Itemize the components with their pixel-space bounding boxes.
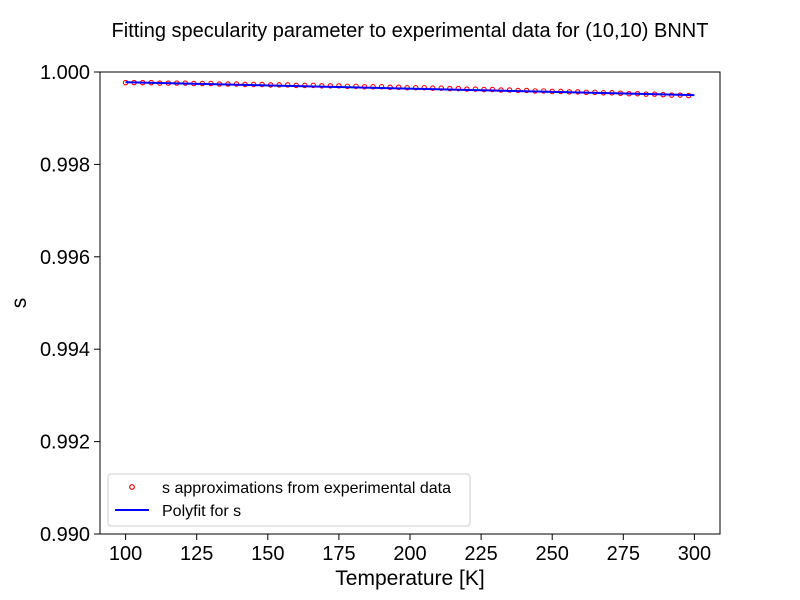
fit-line-series: [125, 81, 695, 97]
x-tick-label: 250: [536, 543, 569, 565]
y-tick-label: 0.994: [40, 339, 90, 361]
x-axis-label: Temperature [K]: [335, 567, 484, 590]
legend-marker-scatter: [129, 484, 135, 490]
x-axis: 100 125 150 175 200 225 250 275 300: [109, 534, 711, 565]
legend-label-scatter: s approximations from experimental data: [162, 480, 451, 497]
data-point: [455, 85, 462, 92]
x-tick-label: 200: [393, 543, 426, 565]
y-tick-label: 0.998: [40, 154, 90, 176]
plot-area: [100, 72, 720, 534]
data-point: [412, 84, 419, 91]
y-tick-label: 1.000: [40, 62, 90, 84]
legend-label-line: Polyfit for s: [162, 503, 241, 520]
x-tick-label: 225: [464, 543, 497, 565]
x-tick-label: 100: [109, 543, 142, 565]
x-tick-label: 175: [322, 543, 355, 565]
data-point: [336, 83, 342, 89]
chart-title: Fitting specularity parameter to experim…: [112, 20, 709, 42]
x-tick-label: 300: [678, 543, 711, 565]
y-tick-label: 0.992: [40, 432, 90, 454]
y-tick-label: 0.996: [40, 247, 90, 269]
y-axis-label: s: [8, 298, 31, 309]
legend: s approximations from experimental data …: [107, 473, 471, 527]
data-point: [353, 83, 359, 90]
x-tick-label: 275: [607, 543, 640, 565]
legend-box: [107, 473, 471, 527]
y-tick-label: 0.990: [40, 524, 90, 546]
x-tick-label: 125: [180, 543, 213, 565]
fit-line: [125, 81, 695, 97]
x-tick-label: 150: [251, 543, 284, 565]
y-axis: 0.990 0.992 0.994 0.996 0.998 1.000: [40, 62, 100, 546]
data-point: [395, 84, 402, 90]
data-point: [438, 85, 445, 91]
